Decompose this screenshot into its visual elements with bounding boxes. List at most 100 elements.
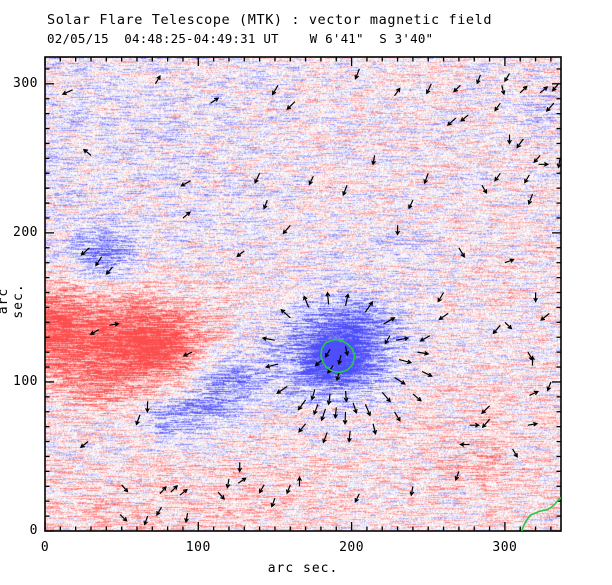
vector-arrow [82, 148, 92, 156]
vector-arrow [119, 514, 128, 522]
vector-arrow [184, 512, 189, 524]
vector-arrow [320, 408, 327, 422]
vector-arrow [95, 256, 103, 267]
axis-ticks [44, 57, 561, 532]
vector-arrow [79, 441, 89, 449]
vector-arrow [297, 399, 307, 411]
vector-arrow [236, 250, 245, 258]
vector-arrow [533, 292, 538, 303]
magnetic-field-vectors [45, 68, 561, 526]
vector-arrow [421, 370, 433, 377]
vector-arrow [417, 351, 430, 356]
vector-arrow [314, 359, 323, 367]
vector-arrow [263, 199, 268, 210]
vector-arrow [481, 184, 488, 194]
vector-arrow [519, 85, 528, 94]
vector-arrow [342, 184, 348, 197]
vector-arrow [310, 389, 316, 401]
vector-arrow [383, 317, 396, 325]
vector-arrow [551, 83, 559, 92]
vector-arrow [354, 493, 360, 503]
vector-arrow [237, 477, 247, 484]
vector-arrow [258, 484, 265, 494]
vector-arrow [546, 381, 552, 392]
vector-arrow [324, 348, 331, 358]
vector-arrow [303, 295, 310, 308]
vector-arrow [322, 432, 328, 444]
vector-arrow [469, 422, 481, 428]
vector-arrow [408, 199, 414, 210]
vector-arrow [540, 312, 550, 321]
vector-arrow [280, 308, 291, 319]
y-tick-label: 200 [13, 224, 38, 240]
vector-arrow [105, 266, 113, 275]
vector-arrow [180, 180, 191, 187]
vector-arrow [394, 87, 401, 97]
vector-arrow [154, 75, 161, 85]
vector-arrow [529, 390, 539, 396]
figure-subtitle: 02/05/15 04:48:25-04:49:31 UT W 6'41" S … [47, 31, 434, 46]
green-contour [320, 338, 356, 374]
vector-arrow [516, 138, 524, 149]
vector-arrow [271, 84, 279, 96]
vector-arrow [539, 86, 549, 94]
magnetogram-field-canvas [45, 57, 561, 531]
vector-arrow [533, 155, 541, 164]
vector-arrow [270, 497, 276, 508]
vector-arrow [261, 336, 276, 341]
vector-arrow [80, 247, 90, 256]
figure-title: Solar Flare Telescope (MTK) : vector mag… [47, 12, 493, 28]
vector-arrow [412, 393, 422, 402]
vector-arrow [437, 292, 445, 303]
y-tick-label: 100 [13, 373, 38, 389]
vector-arrow [364, 404, 371, 417]
vector-arrow [476, 74, 481, 85]
vector-arrow [481, 418, 491, 429]
vector-arrow [494, 102, 501, 112]
vector-arrow [170, 485, 179, 493]
vector-arrow [426, 83, 432, 95]
vector-arrow [344, 346, 350, 357]
vector-arrow [395, 336, 410, 341]
vector-arrow [354, 68, 360, 80]
vector-arrow [504, 258, 515, 264]
vector-arrow [264, 363, 279, 369]
vector-arrow [156, 506, 163, 516]
vector-arrow [337, 354, 342, 366]
vector-arrow [182, 211, 191, 219]
vector-arrow [556, 158, 561, 169]
vector-arrow [347, 431, 352, 443]
vector-arrow [297, 476, 302, 487]
vector-arrow [286, 101, 296, 110]
vector-arrow [458, 247, 465, 258]
vector-arrow [145, 401, 150, 413]
vector-arrow [61, 89, 73, 95]
vector-arrow [109, 321, 120, 327]
vector-arrow [507, 134, 512, 145]
vector-arrow [179, 488, 188, 496]
vector-arrow [423, 173, 429, 185]
green-neutral-line [521, 496, 561, 531]
vector-arrow [492, 324, 501, 335]
vector-arrow [217, 491, 225, 501]
vector-arrow [372, 423, 378, 435]
y-axis-label: arc sec. [0, 283, 26, 319]
vector-arrow [438, 312, 449, 321]
x-tick-label: 300 [492, 540, 518, 555]
vector-arrow [237, 462, 243, 473]
vector-arrow [333, 407, 338, 419]
vector-arrow [326, 393, 332, 406]
vector-arrow [395, 225, 401, 236]
vector-arrow [371, 155, 376, 166]
plot-frame [44, 56, 562, 532]
vector-arrow [298, 423, 307, 433]
vector-arrow [276, 385, 288, 395]
vector-arrow [504, 73, 511, 83]
vector-arrow [159, 485, 167, 495]
vector-arrow [352, 402, 358, 414]
vector-arrow [45, 462, 46, 464]
vector-arrow [344, 293, 350, 307]
y-tick-label: 0 [29, 523, 38, 538]
vector-arrow [500, 85, 506, 96]
